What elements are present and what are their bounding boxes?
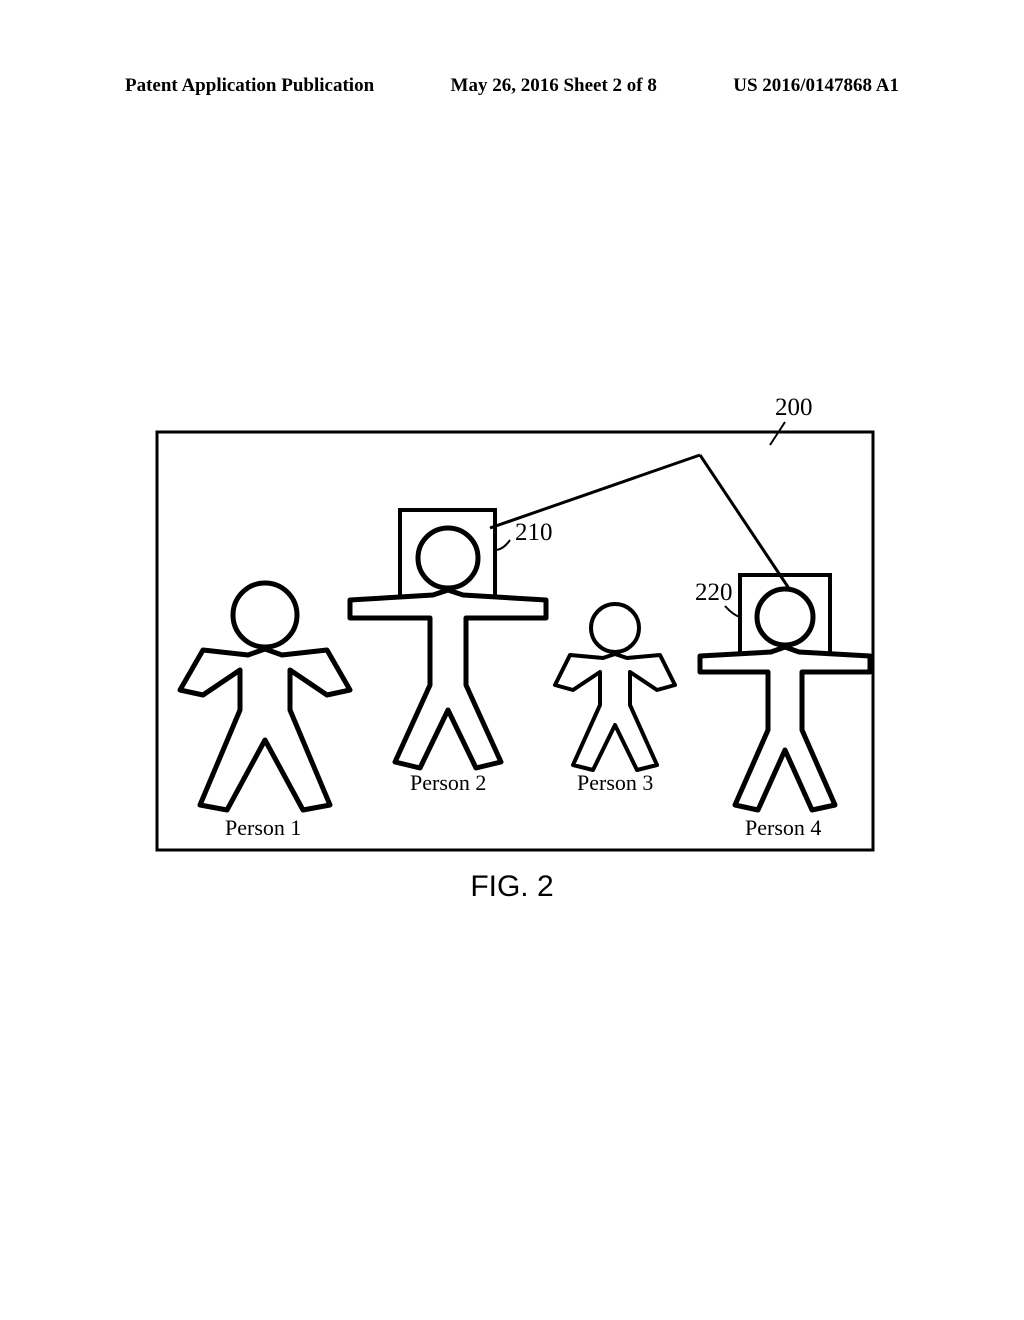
box2-ref-label: 220 [695,579,733,606]
figure-2: 200 210 220 Person 1 Person 2 Person 3 P… [155,390,875,850]
person-3-label: Person 3 [577,770,653,795]
figure-svg: 200 210 220 Person 1 Person 2 Person 3 P… [155,390,875,890]
person-4-label: Person 4 [745,815,821,840]
person-2-label: Person 2 [410,770,486,795]
figure-caption: FIG. 2 [0,870,1024,904]
frame-ref-label: 200 [775,394,813,421]
person-1-label: Person 1 [225,815,301,840]
page-header: Patent Application Publication May 26, 2… [0,75,1024,97]
box1-ref-label: 210 [515,519,553,546]
header-right: US 2016/0147868 A1 [733,75,899,97]
header-center: May 26, 2016 Sheet 2 of 8 [451,75,657,97]
header-left: Patent Application Publication [125,75,374,97]
